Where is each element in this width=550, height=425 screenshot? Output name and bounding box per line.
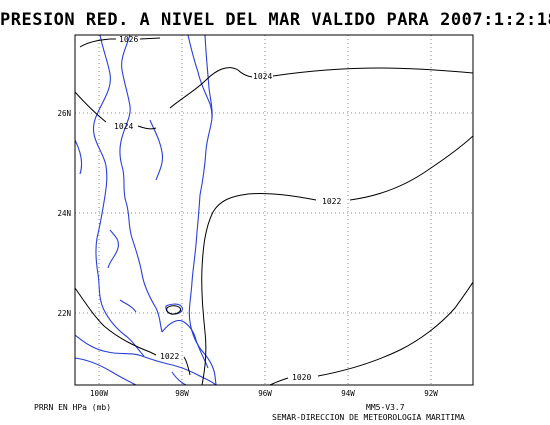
coastline-and-borders (75, 35, 217, 385)
isobar-label: 1022 (322, 197, 341, 206)
isobar-1020 (269, 281, 473, 385)
isobar-lines (75, 37, 473, 385)
lon-label: 96W (258, 389, 272, 398)
lat-label: 26N (57, 109, 71, 118)
lon-label: 98W (175, 389, 189, 398)
units-note: PRRN EN HPa (mb) (34, 403, 112, 412)
isobar-label: 1020 (292, 373, 311, 382)
lat-label: 24N (57, 209, 71, 218)
isobar-1022-mid (201, 135, 473, 385)
isobar-label: 1022 (160, 352, 179, 361)
isobar-1024-west (75, 91, 157, 130)
isobar-1024-east (169, 67, 473, 109)
credit-line: SEMAR-DIRECCION DE METEOROLOGIA MARITIMA (272, 413, 465, 422)
model-version: MM5-V3.7 (366, 403, 405, 412)
isobar-1022-south (75, 287, 191, 376)
lon-label: 100W (90, 389, 109, 398)
isobar-label: 1026 (119, 35, 138, 44)
isobar-label: 1024 (253, 72, 272, 81)
isobar-label: 1024 (114, 122, 133, 131)
isobar-small-closed (166, 305, 181, 315)
lon-label: 94W (341, 389, 355, 398)
map-frame (74, 34, 474, 386)
map-title: PRESION RED. A NIVEL DEL MAR VALIDO PARA… (0, 10, 550, 30)
lat-lon-grid (75, 35, 473, 385)
lat-label: 22N (57, 309, 71, 318)
lon-label: 92W (424, 389, 438, 398)
isobar-1026 (79, 37, 161, 48)
